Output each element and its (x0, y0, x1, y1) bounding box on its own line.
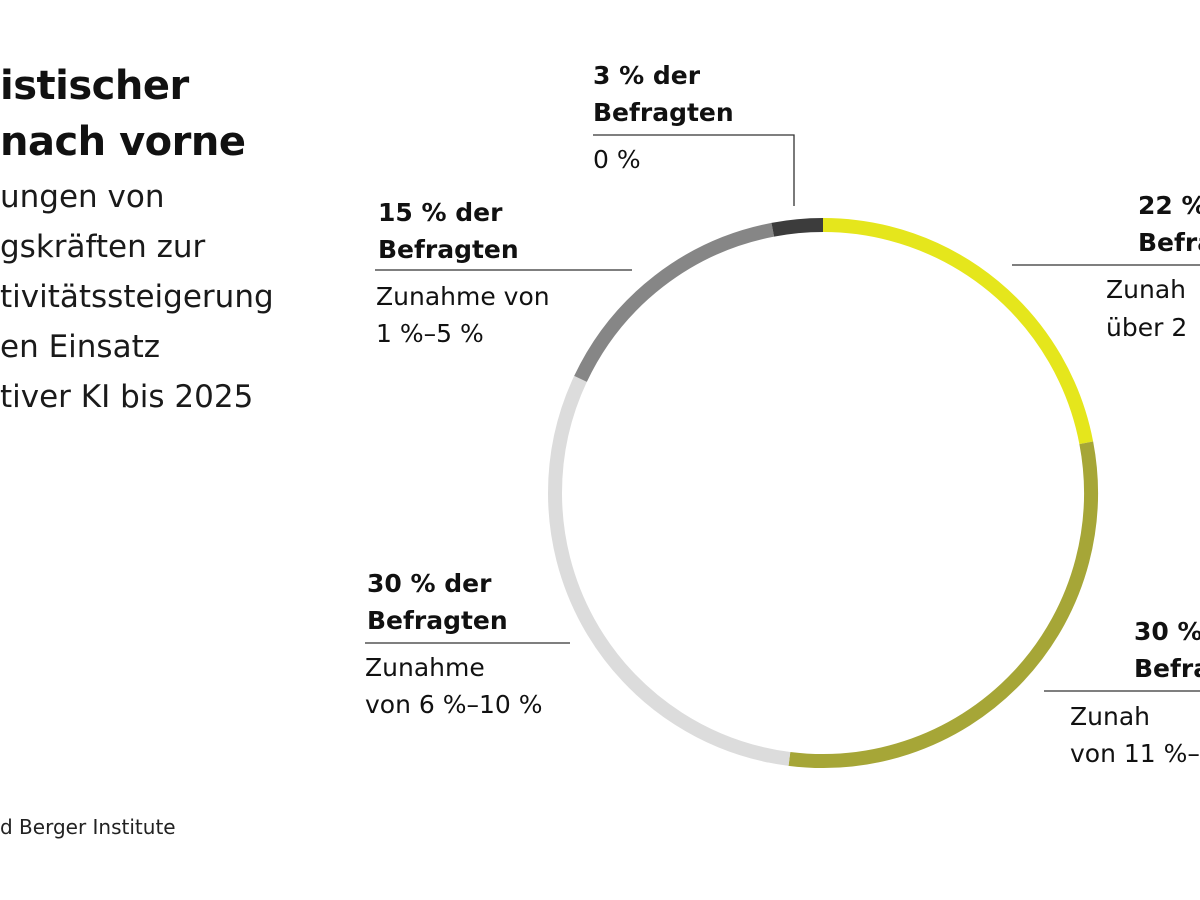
donut-slice-1 (822, 218, 1094, 445)
slice-label-pct-5: 3 % der (593, 61, 701, 90)
slice-label-desc-3-2: von 6 %–10 % (365, 690, 543, 719)
slice-label-desc-3-1: Zunahme (365, 653, 485, 682)
donut-slice-4 (574, 222, 775, 382)
slice-label-respondents-4: Befragten (378, 235, 519, 264)
slice-label-desc-4-2: 1 %–5 % (376, 319, 484, 348)
chart-title-line-2: nach vorne (0, 119, 246, 165)
donut-slice-3 (548, 375, 791, 766)
chart-subtitle-line-4: en Einsatz (0, 329, 160, 365)
slice-label-respondents-2: Befragte (1134, 654, 1200, 683)
slice-label-desc-1-1: Zunah (1106, 275, 1186, 304)
slice-label-pct-1: 22 % (1138, 191, 1200, 220)
slice-label-desc-5-1: 0 % (593, 145, 641, 174)
slice-label-desc-4-1: Zunahme von (376, 282, 550, 311)
chart-subtitle-line-5: tiver KI bis 2025 (0, 379, 254, 415)
slice-label-respondents-3: Befragten (367, 606, 508, 635)
source-note: d Berger Institute (0, 815, 176, 839)
slice-label-desc-2-1: Zunah (1070, 702, 1150, 731)
slice-label-pct-2: 30 % (1134, 617, 1200, 646)
chart-title-line-1: istischer (0, 63, 189, 109)
slice-label-desc-1-2: über 2 (1106, 313, 1187, 342)
chart-subtitle-line-2: gskräften zur (0, 229, 206, 265)
slice-label-respondents-1: Befragte (1138, 228, 1200, 257)
chart-subtitle: ungen von gskräften zur tivitätssteigeru… (0, 172, 274, 422)
chart-subtitle-line-1: ungen von (0, 179, 165, 215)
donut-slice-2 (788, 441, 1098, 768)
leader-line-5 (593, 134, 795, 206)
slice-label-pct-4: 15 % der (378, 198, 503, 227)
slice-label-desc-2-2: von 11 %–2 (1070, 739, 1200, 768)
slice-label-respondents-5: Befragten (593, 98, 734, 127)
donut-slice-5 (771, 218, 824, 237)
chart-subtitle-line-3: tivitätssteigerung (0, 279, 274, 315)
chart-title: istischer nach vorne (0, 58, 246, 170)
slice-label-pct-3: 30 % der (367, 569, 492, 598)
